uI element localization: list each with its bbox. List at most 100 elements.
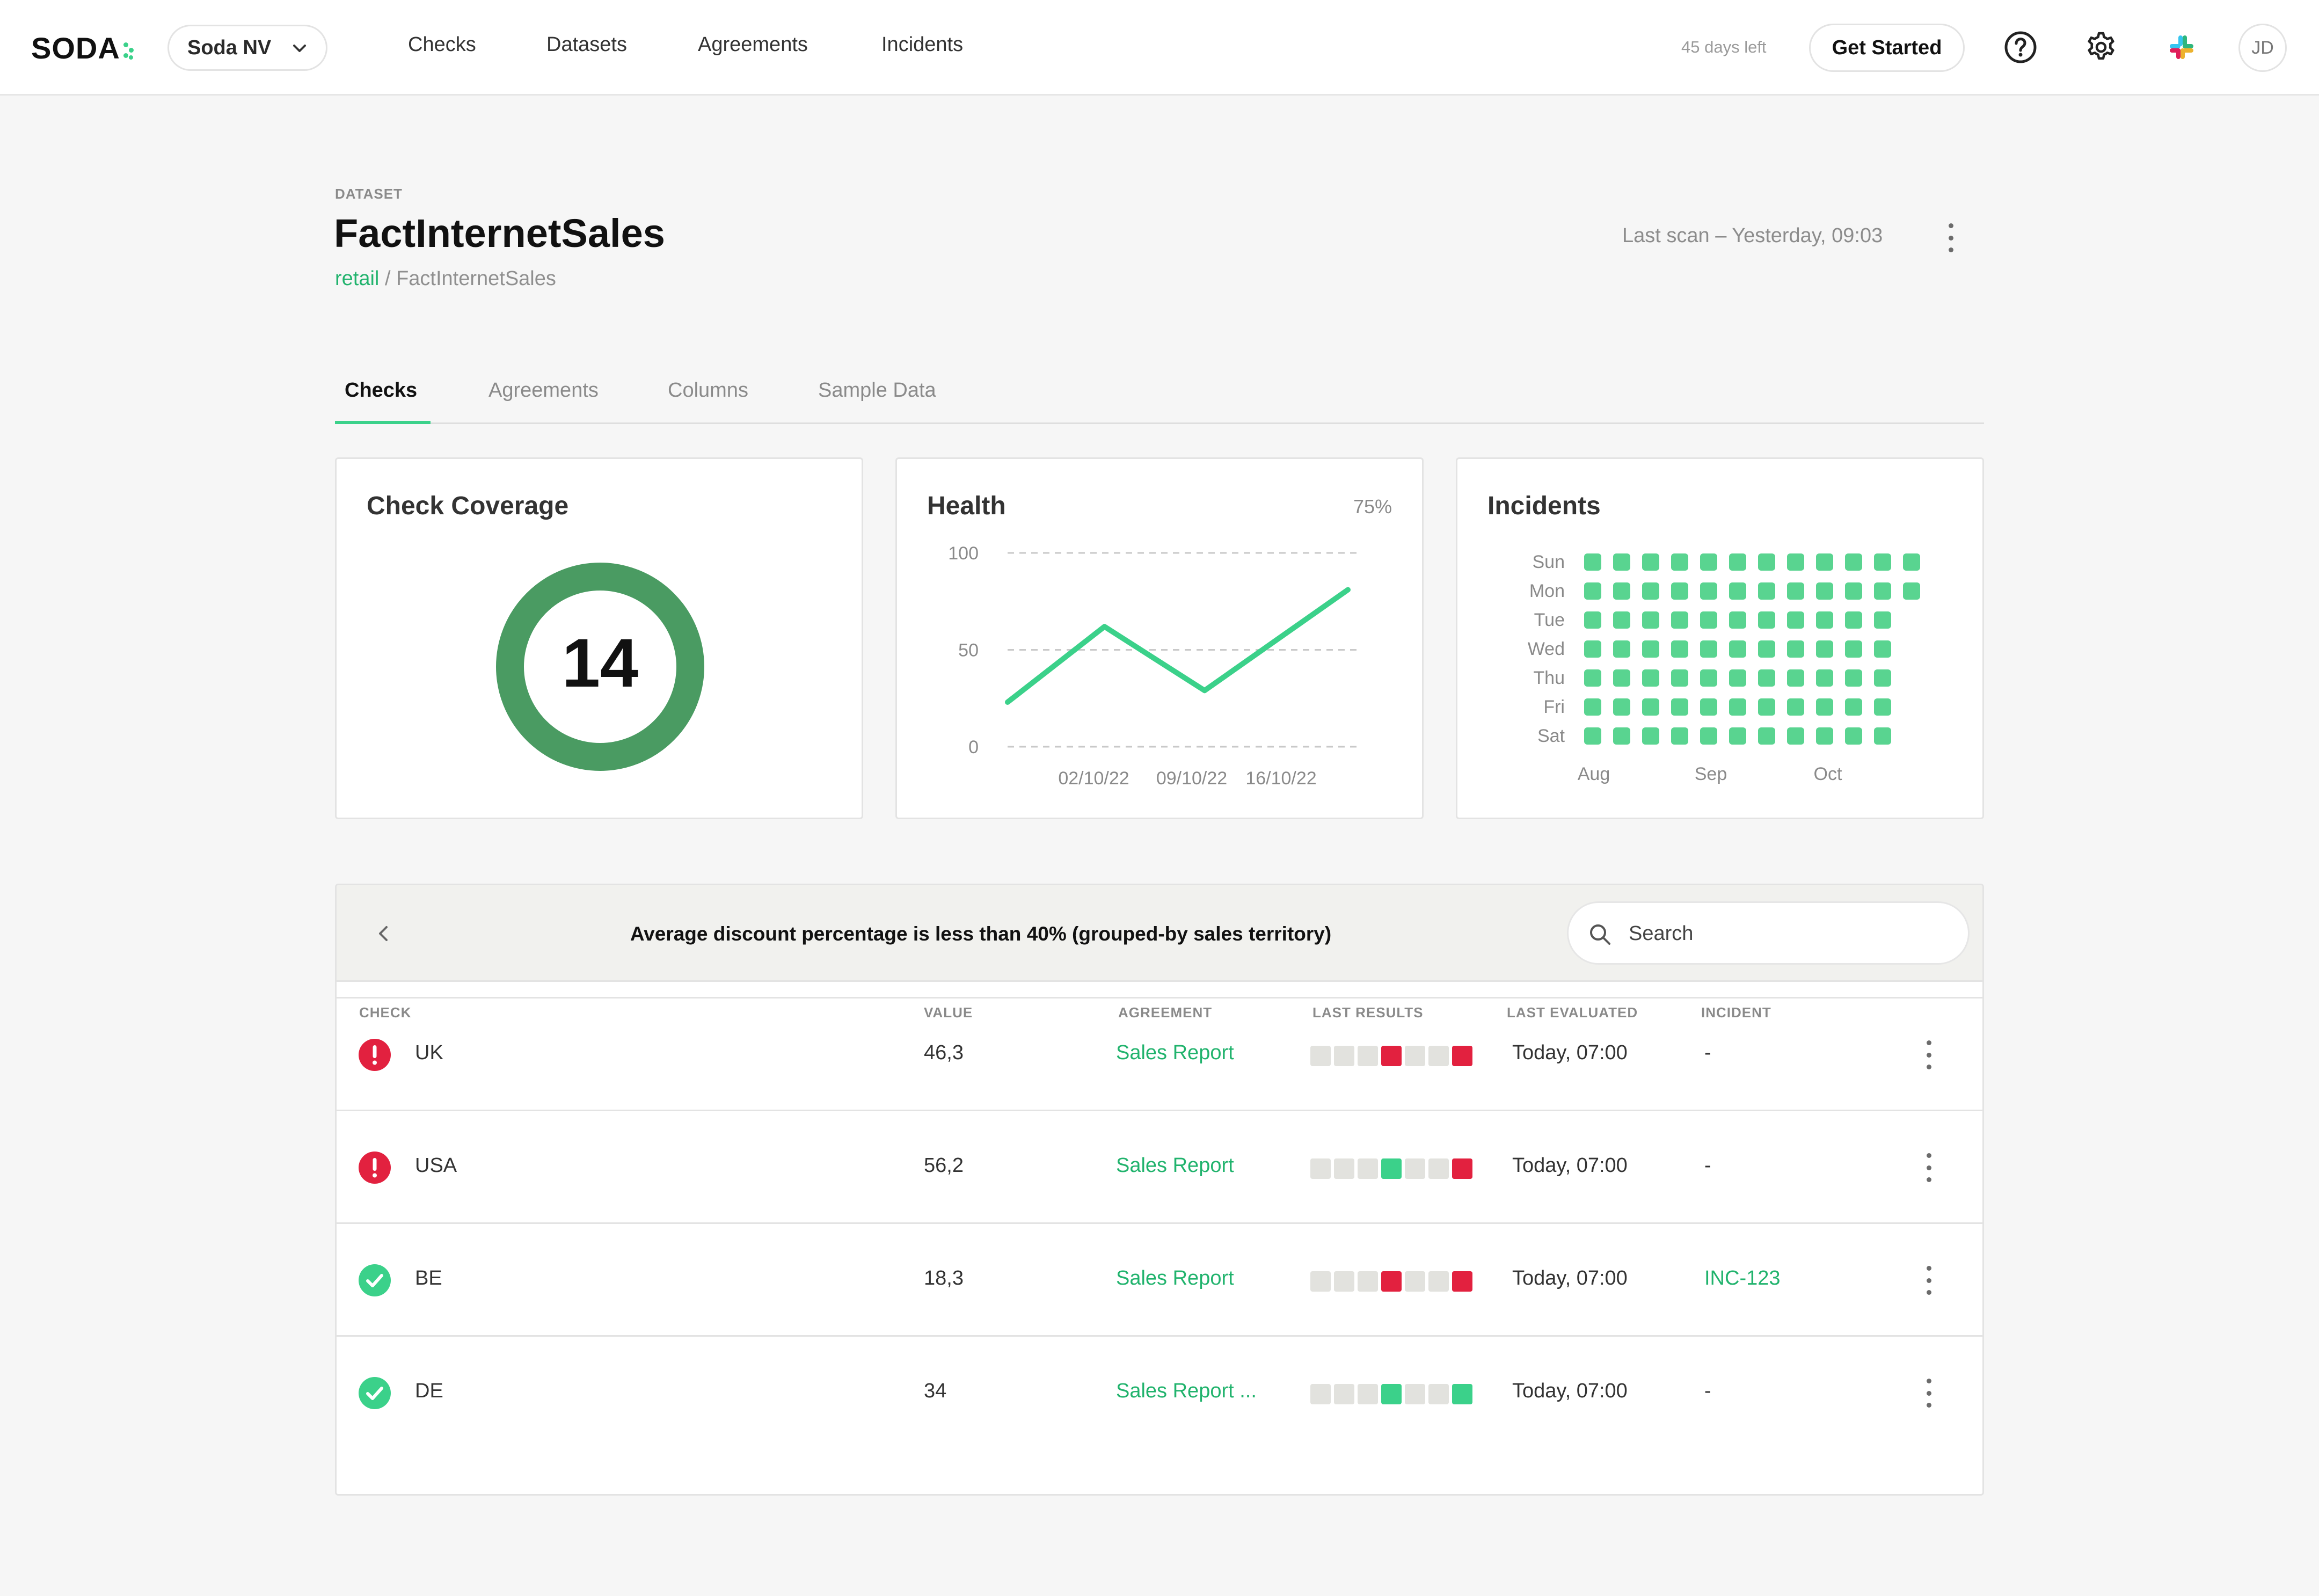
incident-day-cell[interactable] [1671,611,1688,629]
help-icon[interactable] [2003,30,2038,64]
column-header-agreement[interactable]: AGREEMENT [1118,1004,1213,1021]
tab-checks[interactable]: Checks [345,379,418,402]
incident-day-cell[interactable] [1874,582,1891,600]
result-none-marker[interactable] [1358,1158,1378,1179]
incident-day-cell[interactable] [1613,640,1630,658]
incident-day-cell[interactable] [1816,611,1833,629]
incident-day-cell[interactable] [1584,582,1601,600]
incident-day-cell[interactable] [1729,582,1746,600]
organization-selector[interactable]: Soda NV [167,25,327,71]
incident-day-cell[interactable] [1758,582,1775,600]
incident-day-cell[interactable] [1642,553,1659,571]
row-more-options-icon[interactable] [1922,1153,1935,1182]
incident-day-cell[interactable] [1874,727,1891,745]
breadcrumb-link-retail[interactable]: retail [335,267,380,290]
result-none-marker[interactable] [1358,1046,1378,1066]
incident-day-cell[interactable] [1845,611,1862,629]
incident-day-cell[interactable] [1729,553,1746,571]
incident-day-cell[interactable] [1584,611,1601,629]
result-none-marker[interactable] [1310,1158,1331,1179]
result-none-marker[interactable] [1405,1384,1425,1404]
incident-day-cell[interactable] [1787,640,1804,658]
search-box[interactable] [1567,901,1970,965]
tab-columns[interactable]: Columns [668,379,748,402]
result-fail-marker[interactable] [1452,1158,1472,1179]
result-pass-marker[interactable] [1381,1158,1402,1179]
result-none-marker[interactable] [1405,1271,1425,1292]
column-header-incident[interactable]: INCIDENT [1701,1004,1771,1021]
incident-day-cell[interactable] [1874,640,1891,658]
result-fail-marker[interactable] [1381,1271,1402,1292]
incident-day-cell[interactable] [1874,698,1891,716]
incident-day-cell[interactable] [1874,669,1891,687]
result-fail-marker[interactable] [1452,1271,1472,1292]
incident-day-cell[interactable] [1700,553,1717,571]
incident-day-cell[interactable] [1671,582,1688,600]
incident-day-cell[interactable] [1613,611,1630,629]
result-none-marker[interactable] [1334,1384,1354,1404]
incident-day-cell[interactable] [1758,611,1775,629]
soda-logo[interactable]: SODA [31,31,134,65]
agreement-link[interactable]: Sales Report [1116,1154,1234,1177]
incident-day-cell[interactable] [1903,553,1920,571]
incident-day-cell[interactable] [1816,553,1833,571]
incident-day-cell[interactable] [1584,669,1601,687]
row-more-options-icon[interactable] [1922,1266,1935,1295]
incident-day-cell[interactable] [1671,698,1688,716]
incident-day-cell[interactable] [1642,611,1659,629]
table-row[interactable]: DE 34 Sales Report ... Today, 07:00 - [337,1335,1982,1448]
incident-day-cell[interactable] [1729,727,1746,745]
result-none-marker[interactable] [1428,1271,1449,1292]
slack-icon[interactable] [2164,30,2199,64]
result-none-marker[interactable] [1310,1271,1331,1292]
incident-day-cell[interactable] [1671,669,1688,687]
result-none-marker[interactable] [1334,1046,1354,1066]
agreement-link[interactable]: Sales Report [1116,1041,1234,1064]
incident-day-cell[interactable] [1816,727,1833,745]
incident-day-cell[interactable] [1845,553,1862,571]
column-header-last-results[interactable]: LAST RESULTS [1312,1004,1424,1021]
incident-day-cell[interactable] [1700,611,1717,629]
nav-checks[interactable]: Checks [408,33,476,56]
incident-day-cell[interactable] [1758,727,1775,745]
incident-day-cell[interactable] [1613,669,1630,687]
incident-day-cell[interactable] [1787,582,1804,600]
result-fail-marker[interactable] [1452,1046,1472,1066]
check-name[interactable]: BE [415,1267,442,1289]
result-none-marker[interactable] [1405,1158,1425,1179]
result-none-marker[interactable] [1334,1158,1354,1179]
incident-day-cell[interactable] [1874,553,1891,571]
result-none-marker[interactable] [1405,1046,1425,1066]
chevron-left-icon[interactable] [374,924,393,943]
incident-day-cell[interactable] [1584,640,1601,658]
incident-day-cell[interactable] [1845,582,1862,600]
incident-day-cell[interactable] [1642,698,1659,716]
incident-day-cell[interactable] [1613,727,1630,745]
incident-day-cell[interactable] [1700,640,1717,658]
result-none-marker[interactable] [1358,1384,1378,1404]
incident-day-cell[interactable] [1642,727,1659,745]
incident-day-cell[interactable] [1816,669,1833,687]
incident-day-cell[interactable] [1758,553,1775,571]
check-name[interactable]: UK [415,1041,443,1064]
incident-day-cell[interactable] [1729,698,1746,716]
get-started-button[interactable]: Get Started [1809,24,1965,72]
column-header-last-evaluated[interactable]: LAST EVALUATED [1507,1004,1638,1021]
table-row[interactable]: BE 18,3 Sales Report Today, 07:00 INC-123 [337,1222,1982,1335]
incident-day-cell[interactable] [1903,582,1920,600]
nav-agreements[interactable]: Agreements [698,33,808,56]
result-none-marker[interactable] [1310,1384,1331,1404]
incident-day-cell[interactable] [1584,727,1601,745]
incident-day-cell[interactable] [1729,669,1746,687]
incident-day-cell[interactable] [1642,669,1659,687]
incident-day-cell[interactable] [1816,640,1833,658]
incident-day-cell[interactable] [1613,553,1630,571]
check-name[interactable]: DE [415,1380,443,1402]
tab-sample-data[interactable]: Sample Data [818,379,936,402]
result-none-marker[interactable] [1358,1271,1378,1292]
check-name[interactable]: USA [415,1154,457,1177]
result-pass-marker[interactable] [1381,1384,1402,1404]
result-none-marker[interactable] [1310,1046,1331,1066]
result-none-marker[interactable] [1428,1046,1449,1066]
result-none-marker[interactable] [1428,1158,1449,1179]
